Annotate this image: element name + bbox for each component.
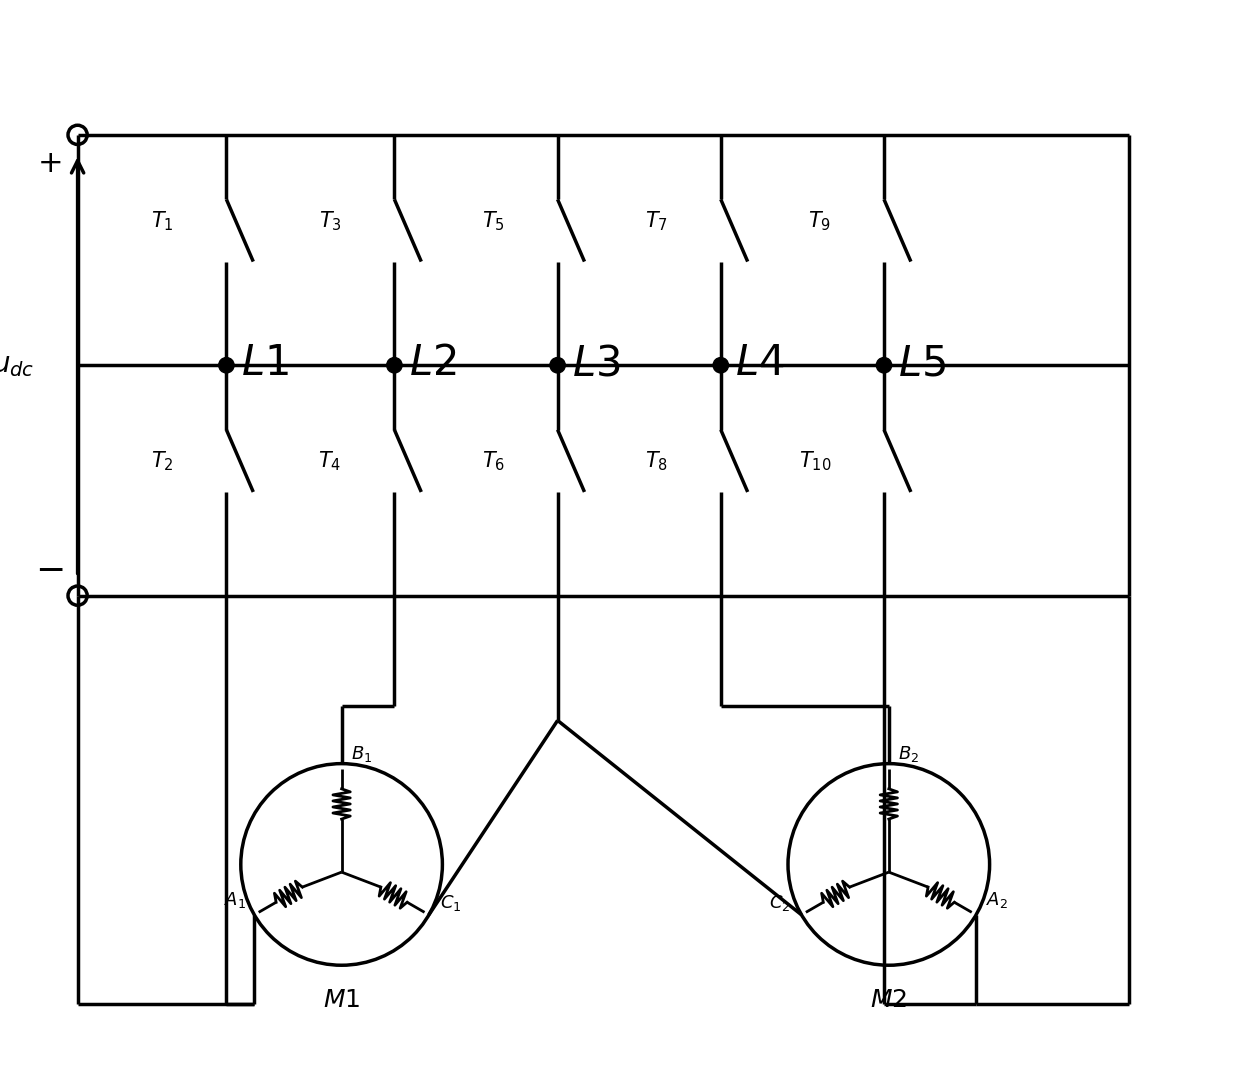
Text: $T_3$: $T_3$	[319, 209, 341, 233]
Text: $A_1$: $A_1$	[224, 890, 247, 910]
Text: $C_2$: $C_2$	[769, 893, 790, 913]
Text: $L1$: $L1$	[241, 343, 289, 385]
Circle shape	[218, 358, 234, 373]
Text: $T_2$: $T_2$	[151, 450, 174, 473]
Text: $L5$: $L5$	[899, 343, 946, 385]
Circle shape	[549, 358, 565, 373]
Text: $T_1$: $T_1$	[151, 209, 174, 233]
Text: $T_{10}$: $T_{10}$	[799, 450, 831, 473]
Text: $T_7$: $T_7$	[645, 209, 668, 233]
Circle shape	[387, 358, 402, 373]
Text: $L3$: $L3$	[572, 343, 620, 385]
Text: $M1$: $M1$	[322, 990, 360, 1012]
Text: $+$: $+$	[37, 149, 61, 178]
Text: $T_8$: $T_8$	[645, 450, 668, 473]
Circle shape	[877, 358, 892, 373]
Text: $u_{dc}$: $u_{dc}$	[0, 351, 35, 379]
Text: $M2$: $M2$	[870, 990, 908, 1012]
Text: $A_2$: $A_2$	[986, 890, 1008, 910]
Text: $T_4$: $T_4$	[319, 450, 341, 473]
Text: $-$: $-$	[35, 552, 63, 586]
Text: $L4$: $L4$	[735, 343, 785, 385]
Text: $T_5$: $T_5$	[482, 209, 505, 233]
Text: $C_1$: $C_1$	[440, 893, 461, 913]
Text: $B_1$: $B_1$	[351, 744, 372, 763]
Text: $T_9$: $T_9$	[808, 209, 831, 233]
Text: $B_2$: $B_2$	[899, 744, 920, 763]
Text: $T_6$: $T_6$	[481, 450, 505, 473]
Circle shape	[713, 358, 728, 373]
Text: $L2$: $L2$	[409, 343, 456, 385]
